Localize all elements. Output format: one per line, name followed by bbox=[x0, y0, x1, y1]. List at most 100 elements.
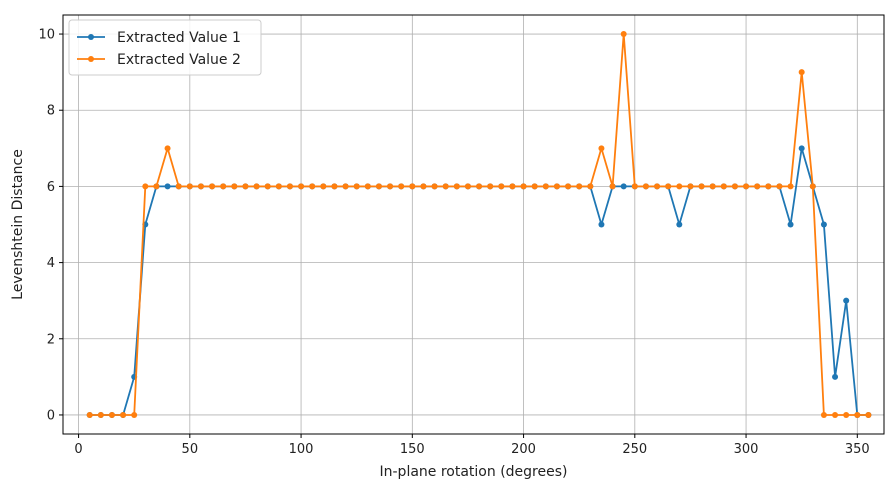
y-axis-label: Levenshtein Distance bbox=[10, 149, 26, 300]
x-tick-label: 100 bbox=[289, 442, 314, 457]
series-2-point bbox=[731, 183, 738, 190]
series-2-point bbox=[820, 411, 827, 418]
series-2-point bbox=[665, 183, 672, 190]
axis-ticks: 0 50 100 150 200 250 300 350 0 2 4 6 8 10 bbox=[38, 28, 869, 457]
series-2-point bbox=[264, 183, 271, 190]
series-2-point bbox=[754, 183, 761, 190]
series-2-point bbox=[498, 183, 505, 190]
x-tick-label: 250 bbox=[622, 442, 647, 457]
series-2-point bbox=[720, 183, 727, 190]
series-1-point bbox=[787, 221, 794, 228]
series-2-point bbox=[142, 183, 149, 190]
series-2-point bbox=[108, 411, 115, 418]
series-2-point bbox=[509, 183, 516, 190]
x-tick-label: 350 bbox=[845, 442, 870, 457]
series-layer bbox=[86, 31, 872, 418]
y-tick-label: 0 bbox=[47, 408, 55, 423]
series-2-point bbox=[420, 183, 427, 190]
series-2-point bbox=[865, 411, 872, 418]
series-2-point bbox=[798, 69, 805, 76]
series-2-point bbox=[453, 183, 460, 190]
series-2-point bbox=[353, 183, 360, 190]
x-tick-label: 50 bbox=[182, 442, 199, 457]
series-2-point bbox=[131, 411, 138, 418]
series-2-point bbox=[253, 183, 260, 190]
series-2-point bbox=[197, 183, 204, 190]
legend-marker bbox=[88, 34, 94, 40]
legend-entry: Extracted Value 1 bbox=[77, 30, 241, 46]
series-2-point bbox=[275, 183, 282, 190]
series-2-point bbox=[231, 183, 238, 190]
x-tick-label: 0 bbox=[74, 442, 82, 457]
series-1-point bbox=[832, 373, 839, 380]
series-2-point bbox=[787, 183, 794, 190]
x-tick-label: 200 bbox=[511, 442, 536, 457]
series-2-point bbox=[576, 183, 583, 190]
series-1-point bbox=[798, 145, 805, 152]
series-2-point bbox=[676, 183, 683, 190]
series-2-point bbox=[97, 411, 104, 418]
x-tick-label: 150 bbox=[400, 442, 425, 457]
series-2-point bbox=[86, 411, 93, 418]
series-2-point bbox=[809, 183, 816, 190]
series-2-point bbox=[776, 183, 783, 190]
series-2-point bbox=[587, 183, 594, 190]
series-2-point bbox=[620, 31, 627, 38]
plot-frame bbox=[62, 14, 885, 435]
series-2-point bbox=[765, 183, 772, 190]
legend-marker bbox=[88, 56, 94, 62]
legend-items: Extracted Value 1 Extracted Value 2 bbox=[77, 30, 241, 68]
series-2-point bbox=[431, 183, 438, 190]
series-1-point bbox=[620, 183, 627, 190]
series-2-point bbox=[832, 411, 839, 418]
series-2-point bbox=[120, 411, 127, 418]
series-2-point bbox=[743, 183, 750, 190]
series-2-point bbox=[520, 183, 527, 190]
series-2-point bbox=[409, 183, 416, 190]
series-2-point bbox=[375, 183, 382, 190]
series-2-point bbox=[364, 183, 371, 190]
y-tick-label: 10 bbox=[38, 28, 55, 43]
series-2-point bbox=[565, 183, 572, 190]
series-2-point bbox=[153, 183, 160, 190]
series-2-point bbox=[476, 183, 483, 190]
y-tick-label: 2 bbox=[47, 332, 55, 347]
series-2-point bbox=[464, 183, 471, 190]
series-2-point bbox=[487, 183, 494, 190]
series-2-point bbox=[164, 145, 171, 152]
legend-entry: Extracted Value 2 bbox=[77, 52, 241, 68]
series-2-point bbox=[654, 183, 661, 190]
series-2-point bbox=[531, 183, 538, 190]
series-2 bbox=[86, 31, 872, 418]
series-1-point bbox=[164, 183, 171, 190]
series-2-point bbox=[209, 183, 216, 190]
series-1-point bbox=[843, 297, 850, 304]
series-2-point bbox=[709, 183, 716, 190]
series-2-point bbox=[331, 183, 338, 190]
legend: Extracted Value 1 Extracted Value 2 bbox=[68, 19, 262, 76]
series-2-point bbox=[854, 411, 861, 418]
grid bbox=[63, 15, 884, 434]
y-tick-label: 8 bbox=[47, 104, 55, 119]
series-2-point bbox=[175, 183, 182, 190]
series-2-point bbox=[442, 183, 449, 190]
series-2-point bbox=[542, 183, 549, 190]
series-2-point bbox=[242, 183, 249, 190]
series-2-point bbox=[186, 183, 193, 190]
legend-label: Extracted Value 1 bbox=[117, 30, 241, 46]
series-2-point bbox=[843, 411, 850, 418]
series-1-point bbox=[598, 221, 605, 228]
series-1-point bbox=[820, 221, 827, 228]
series-2-point bbox=[687, 183, 694, 190]
series-2-point bbox=[598, 145, 605, 152]
series-2-point bbox=[553, 183, 560, 190]
series-2-point bbox=[398, 183, 405, 190]
x-tick-label: 300 bbox=[734, 442, 759, 457]
series-2-point bbox=[631, 183, 638, 190]
series-2-point bbox=[642, 183, 649, 190]
series-2-point bbox=[309, 183, 316, 190]
series-1-point bbox=[676, 221, 683, 228]
series-2-point bbox=[298, 183, 305, 190]
legend-box bbox=[68, 19, 262, 76]
legend-label: Extracted Value 2 bbox=[117, 52, 241, 68]
